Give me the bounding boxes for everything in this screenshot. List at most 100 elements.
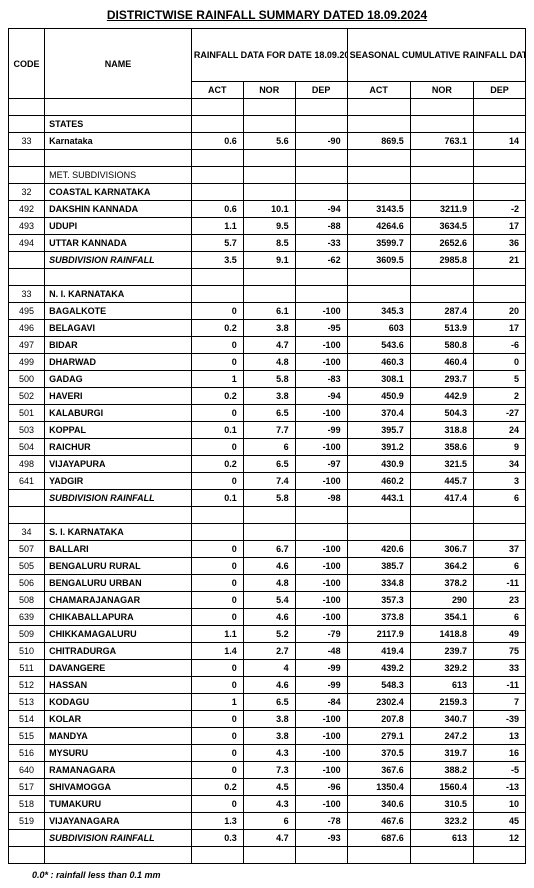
name-cell: TUMAKURU — [45, 796, 192, 813]
nor-daily: 4.8 — [243, 354, 295, 371]
name-cell: GADAG — [45, 371, 192, 388]
code-cell: 502 — [9, 388, 45, 405]
nor-season: 290 — [410, 592, 473, 609]
dep-daily: -100 — [295, 745, 347, 762]
nor-daily — [243, 116, 295, 133]
nor-daily: 9.5 — [243, 218, 295, 235]
act-daily — [191, 524, 243, 541]
nor-daily: 3.8 — [243, 728, 295, 745]
dep-daily — [295, 524, 347, 541]
act-daily: 3.5 — [191, 252, 243, 269]
act-daily: 1.4 — [191, 643, 243, 660]
code-cell: 639 — [9, 609, 45, 626]
dep-season: 6 — [473, 558, 525, 575]
nor-season: 613 — [410, 830, 473, 847]
nor-season: 247.2 — [410, 728, 473, 745]
name-cell: VIJAYANAGARA — [45, 813, 192, 830]
dep-season: 75 — [473, 643, 525, 660]
dep-daily: -100 — [295, 762, 347, 779]
cell — [243, 269, 295, 286]
act-daily: 0.2 — [191, 388, 243, 405]
page-title: DISTRICTWISE RAINFALL SUMMARY DATED 18.0… — [8, 8, 526, 22]
act-daily — [191, 184, 243, 201]
dep-season: 20 — [473, 303, 525, 320]
code-cell: 494 — [9, 235, 45, 252]
dep-daily: -99 — [295, 677, 347, 694]
name-cell: BELAGAVI — [45, 320, 192, 337]
nor-daily — [243, 286, 295, 303]
name-cell: HASSAN — [45, 677, 192, 694]
cell — [191, 847, 243, 864]
act-daily: 1.3 — [191, 813, 243, 830]
cell — [9, 269, 45, 286]
act-season: 420.6 — [347, 541, 410, 558]
cell — [295, 99, 347, 116]
dep-season — [473, 524, 525, 541]
act-daily — [191, 116, 243, 133]
nor-daily: 4.3 — [243, 796, 295, 813]
dep-daily: -100 — [295, 439, 347, 456]
dep-season: -39 — [473, 711, 525, 728]
dep-season: -11 — [473, 575, 525, 592]
dep-daily: -97 — [295, 456, 347, 473]
dep-season: 6 — [473, 490, 525, 507]
code-cell: 508 — [9, 592, 45, 609]
nor-daily: 7.3 — [243, 762, 295, 779]
act-season: 3599.7 — [347, 235, 410, 252]
col-code: CODE — [9, 29, 45, 99]
dep-season — [473, 184, 525, 201]
nor-season — [410, 286, 473, 303]
nor-season — [410, 116, 473, 133]
header-daily: RAINFALL DATA FOR DATE 18.09.2024 — [191, 29, 347, 82]
cell — [191, 507, 243, 524]
act-season — [347, 116, 410, 133]
nor-daily: 6.5 — [243, 456, 295, 473]
dep-season: 34 — [473, 456, 525, 473]
act-daily: 0 — [191, 762, 243, 779]
cell — [347, 99, 410, 116]
act-daily: 0 — [191, 711, 243, 728]
act-daily: 0 — [191, 575, 243, 592]
dep-daily: -100 — [295, 592, 347, 609]
dep-season: -6 — [473, 337, 525, 354]
act-daily: 0 — [191, 337, 243, 354]
nor-season: 321.5 — [410, 456, 473, 473]
cell — [45, 507, 192, 524]
cell — [45, 150, 192, 167]
act-daily — [191, 286, 243, 303]
act-season: 370.4 — [347, 405, 410, 422]
code-cell: 518 — [9, 796, 45, 813]
dep-daily: -100 — [295, 558, 347, 575]
dep-daily: -88 — [295, 218, 347, 235]
act-season: 308.1 — [347, 371, 410, 388]
code-cell: 511 — [9, 660, 45, 677]
name-cell: KALABURGI — [45, 405, 192, 422]
nor-daily: 5.2 — [243, 626, 295, 643]
act-daily: 1 — [191, 371, 243, 388]
cell — [9, 847, 45, 864]
code-cell: 497 — [9, 337, 45, 354]
dep-daily: -84 — [295, 694, 347, 711]
nor-daily: 4.6 — [243, 609, 295, 626]
name-cell: SUBDIVISION RAINFALL — [45, 830, 192, 847]
dep-season: 2 — [473, 388, 525, 405]
nor-daily — [243, 524, 295, 541]
act-season: 395.7 — [347, 422, 410, 439]
dep-daily: -48 — [295, 643, 347, 660]
nor-season — [410, 167, 473, 184]
nor-daily: 4.6 — [243, 677, 295, 694]
nor-daily: 4.6 — [243, 558, 295, 575]
dep-daily: -83 — [295, 371, 347, 388]
act-daily: 0.6 — [191, 133, 243, 150]
act-season: 207.8 — [347, 711, 410, 728]
code-cell — [9, 167, 45, 184]
cell — [473, 150, 525, 167]
cell — [473, 507, 525, 524]
dep-daily: -90 — [295, 133, 347, 150]
act-daily: 0 — [191, 660, 243, 677]
name-cell: YADGIR — [45, 473, 192, 490]
dep-season: 21 — [473, 252, 525, 269]
cell — [473, 847, 525, 864]
cell — [191, 99, 243, 116]
dep-daily: -94 — [295, 388, 347, 405]
